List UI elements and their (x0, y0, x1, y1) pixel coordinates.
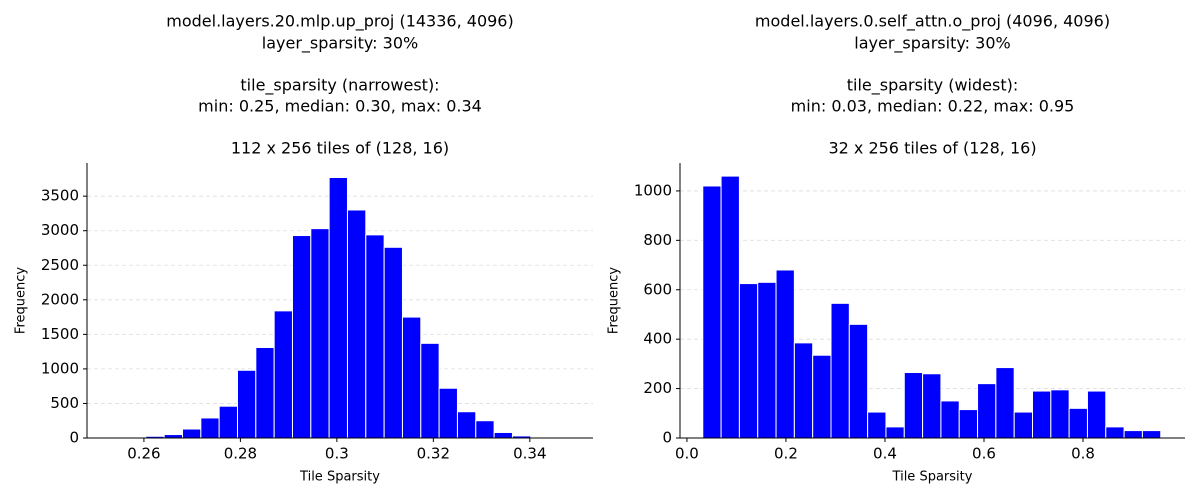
bar (1032, 390, 1052, 439)
bar (958, 409, 979, 439)
x-tick-label: 0.2 (774, 445, 798, 463)
bar (218, 405, 238, 439)
y-tick-label: 200 (643, 379, 672, 397)
bar (1086, 390, 1107, 439)
bar (830, 302, 850, 439)
bar (940, 400, 960, 439)
chart-title: min: 0.25, median: 0.30, max: 0.34 (198, 97, 482, 116)
bar (200, 417, 220, 439)
bar (702, 185, 722, 439)
y-axis-label: Frequency (14, 267, 29, 334)
bar (757, 281, 777, 439)
chart-title: model.layers.0.self_attn.o_proj (4096, 4… (755, 12, 1110, 32)
bar (475, 420, 495, 439)
x-axis-label: Tile Sparsity (299, 470, 380, 485)
bar (420, 342, 440, 439)
x-tick-label: 0.34 (513, 445, 546, 463)
bar (383, 246, 403, 439)
bar (1141, 430, 1162, 439)
y-tick-label: 3000 (41, 221, 79, 239)
y-tick-label: 2000 (41, 290, 79, 308)
y-tick-label: 500 (50, 394, 79, 412)
bar (255, 346, 275, 439)
chart-title: layer_sparsity: 30% (262, 34, 418, 54)
chart-title: min: 0.03, median: 0.22, max: 0.95 (791, 97, 1075, 116)
bar (775, 269, 795, 439)
bar (163, 434, 184, 439)
x-tick-label: 0.26 (127, 445, 160, 463)
bar (291, 235, 312, 439)
chart-title: layer_sparsity: 30% (854, 34, 1010, 54)
bar (328, 177, 348, 439)
y-tick-label: 0 (69, 429, 79, 447)
x-tick-label: 0.6 (972, 445, 996, 463)
y-tick-label: 1500 (41, 325, 79, 343)
y-axis-label: Frequency (607, 267, 622, 334)
bar (812, 354, 832, 439)
y-tick-label: 800 (643, 231, 672, 249)
x-tick-label: 0.28 (224, 445, 257, 463)
bar (273, 310, 293, 439)
bar (493, 431, 513, 439)
bar (867, 411, 887, 439)
bar (1050, 389, 1070, 439)
chart-title: 112 x 256 tiles of (128, 16) (231, 139, 449, 158)
bar (922, 373, 942, 439)
y-tick-label: 400 (643, 330, 672, 348)
x-tick-label: 0.8 (1071, 445, 1095, 463)
x-tick-label: 0.3 (325, 445, 349, 463)
bar (995, 367, 1015, 439)
y-tick-label: 1000 (41, 359, 79, 377)
bar (903, 372, 924, 439)
bar (848, 323, 869, 439)
bar (1105, 426, 1125, 439)
bar (236, 369, 257, 439)
chart-title: model.layers.20.mlp.up_proj (14336, 4096… (166, 12, 513, 32)
bar (1123, 430, 1143, 439)
bar (1068, 407, 1088, 439)
y-tick-label: 600 (643, 280, 672, 298)
x-tick-label: 0.32 (417, 445, 450, 463)
y-tick-label: 3500 (41, 187, 79, 205)
x-axis-label: Tile Sparsity (892, 470, 973, 485)
chart-title: 32 x 256 tiles of (128, 16) (828, 139, 1036, 158)
bar (365, 234, 385, 439)
bar (977, 383, 997, 439)
bar (885, 426, 905, 439)
x-tick-label: 0.4 (873, 445, 897, 463)
bar (720, 175, 740, 439)
bar (1013, 411, 1034, 439)
y-tick-label: 2500 (41, 256, 79, 274)
bar (438, 387, 458, 439)
bar (310, 228, 330, 439)
y-tick-label: 0 (662, 429, 672, 447)
bar (346, 209, 367, 439)
bar (401, 316, 422, 439)
chart-title: tile_sparsity (widest): (847, 76, 1019, 96)
bar (793, 342, 814, 439)
chart-title: tile_sparsity (narrowest): (240, 76, 439, 96)
bar (182, 428, 202, 439)
x-tick-label: 0.0 (675, 445, 699, 463)
bar (738, 283, 759, 439)
y-tick-label: 1000 (634, 181, 672, 199)
bar (456, 411, 477, 439)
